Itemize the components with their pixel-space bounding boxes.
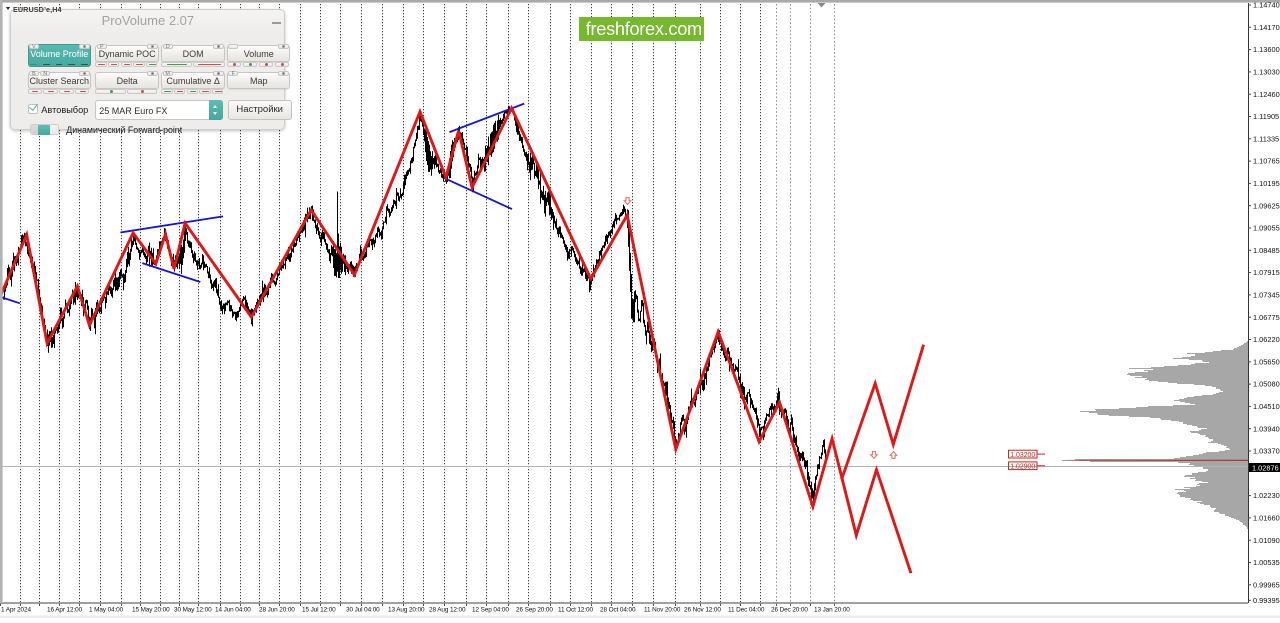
svg-text:1.13600: 1.13600 xyxy=(1253,45,1280,54)
svg-text:1.03940: 1.03940 xyxy=(1253,424,1280,433)
svg-text:1.09055: 1.09055 xyxy=(1253,224,1280,233)
svg-text:26 Sep 20:00: 26 Sep 20:00 xyxy=(516,607,553,614)
svg-text:1.01090: 1.01090 xyxy=(1253,536,1280,545)
svg-text:1.11335: 1.11335 xyxy=(1253,134,1279,143)
svg-text:1.06775: 1.06775 xyxy=(1253,313,1280,322)
svg-text:1.03200: 1.03200 xyxy=(1010,452,1035,459)
svg-text:30 May 12:00: 30 May 12:00 xyxy=(174,607,212,614)
svg-text:1.02230: 1.02230 xyxy=(1253,491,1280,500)
svg-text:11 Nov 20:00: 11 Nov 20:00 xyxy=(644,607,681,614)
svg-text:1 Apr 2024: 1 Apr 2024 xyxy=(1,607,31,614)
svg-text:1.07345: 1.07345 xyxy=(1253,291,1280,300)
svg-text:28 Jun 20:00: 28 Jun 20:00 xyxy=(259,607,295,614)
svg-text:1 May 04:00: 1 May 04:00 xyxy=(89,607,124,614)
svg-text:0.99965: 0.99965 xyxy=(1253,580,1280,589)
svg-text:11 Oct 12:00: 11 Oct 12:00 xyxy=(558,607,593,614)
svg-text:1.02876: 1.02876 xyxy=(1252,463,1279,472)
svg-text:11 Dec 04:00: 11 Dec 04:00 xyxy=(728,607,765,614)
svg-text:1.14740: 1.14740 xyxy=(1253,1,1280,10)
svg-text:1.03370: 1.03370 xyxy=(1253,447,1280,456)
svg-text:28 Aug 12:00: 28 Aug 12:00 xyxy=(429,607,466,614)
svg-text:1.11905: 1.11905 xyxy=(1253,112,1279,121)
svg-text:1.05080: 1.05080 xyxy=(1253,380,1280,389)
svg-text:26 Nov 12:00: 26 Nov 12:00 xyxy=(684,607,721,614)
svg-text:1.13030: 1.13030 xyxy=(1253,68,1280,77)
svg-text:1.02900: 1.02900 xyxy=(1010,463,1035,470)
svg-text:0.99395: 0.99395 xyxy=(1253,596,1280,605)
svg-text:13 Jan 20:00: 13 Jan 20:00 xyxy=(814,607,850,614)
svg-text:1.07915: 1.07915 xyxy=(1253,268,1280,277)
svg-text:28 Oct 04:00: 28 Oct 04:00 xyxy=(600,607,636,614)
svg-text:1.01660: 1.01660 xyxy=(1253,514,1280,523)
svg-text:12 Sep 04:00: 12 Sep 04:00 xyxy=(472,607,509,614)
svg-text:1.10195: 1.10195 xyxy=(1253,179,1280,188)
svg-text:30 Jul 04:00: 30 Jul 04:00 xyxy=(346,607,380,614)
svg-text:16 Apr 12:00: 16 Apr 12:00 xyxy=(47,607,83,614)
svg-text:1.04510: 1.04510 xyxy=(1253,402,1280,411)
svg-text:15 May 20:00: 15 May 20:00 xyxy=(132,607,170,614)
svg-text:1.08485: 1.08485 xyxy=(1253,246,1280,255)
svg-text:15 Jul 12:00: 15 Jul 12:00 xyxy=(302,607,336,614)
svg-text:1.14170: 1.14170 xyxy=(1253,23,1280,32)
svg-text:1.05650: 1.05650 xyxy=(1253,357,1280,366)
svg-text:26 Dec 20:00: 26 Dec 20:00 xyxy=(771,607,808,614)
svg-text:1.12460: 1.12460 xyxy=(1253,90,1280,99)
svg-text:1.10765: 1.10765 xyxy=(1253,157,1280,166)
svg-text:1.00535: 1.00535 xyxy=(1253,558,1280,567)
svg-text:14 Jun 04:00: 14 Jun 04:00 xyxy=(215,607,251,614)
svg-text:1.06220: 1.06220 xyxy=(1253,335,1280,344)
svg-text:1.09625: 1.09625 xyxy=(1253,201,1280,210)
svg-text:13 Aug 20:00: 13 Aug 20:00 xyxy=(388,607,425,614)
